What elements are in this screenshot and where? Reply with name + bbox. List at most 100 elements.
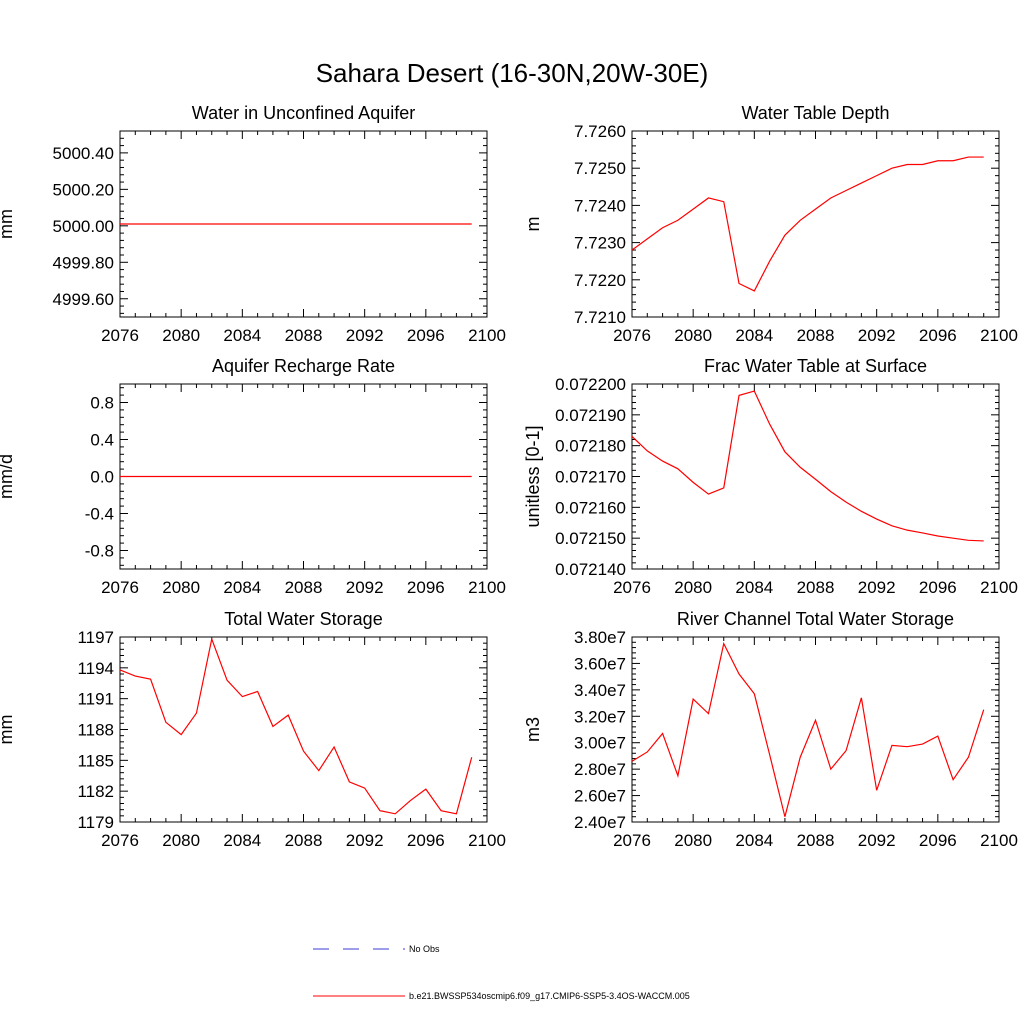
panel-6-ylabel: m3: [523, 717, 543, 742]
panel-1-ytick-label: 5000.40: [53, 144, 114, 163]
panel-2-xtick-label: 2088: [797, 326, 835, 345]
panel-1-xtick-label: 2100: [468, 326, 506, 345]
panel-4-xtick-label: 2084: [735, 578, 773, 597]
panel-1-ylabel: mm: [0, 209, 16, 239]
panel-4-xtick-label: 2096: [919, 578, 957, 597]
panel-6-series-line: [631, 641, 985, 817]
panel-4-xtick-label: 2100: [980, 578, 1018, 597]
legend-model-label: b.e21.BWSSP534oscmip6.f09_g17.CMIP6-SSP5…: [409, 991, 690, 1001]
panel-3-xtick-label: 2088: [285, 578, 323, 597]
panel-1-ytick-label: 5000.20: [53, 180, 114, 199]
panel-4-ytick-label: 0.072140: [555, 560, 626, 579]
panel-5-xtick-label: 2092: [346, 831, 384, 850]
panel-2-y-ticks: [632, 130, 999, 318]
panel-4-ytick-label: 0.072200: [555, 375, 626, 394]
panel-5-ytick-label: 1188: [77, 721, 114, 740]
panel-2-xtick-label: 2100: [980, 326, 1018, 345]
panel-3-ytick-label: 0.0: [90, 468, 114, 487]
panel-3-xtick-label: 2080: [162, 578, 200, 597]
panel-2-x-ticks: [631, 131, 1000, 317]
legend-obs-label: No Obs: [409, 944, 440, 954]
panel-4: Frac Water Table at Surface 2076 2080 2084 2…: [523, 356, 1018, 597]
panel-3-y-ticks: [120, 387, 487, 566]
panel-4-title: Frac Water Table at Surface: [704, 356, 927, 376]
panel-5-ytick-label: 1185: [77, 751, 114, 770]
panel-3-xtick-label: 2076: [101, 578, 139, 597]
panel-5-xtick-label: 2084: [223, 831, 261, 850]
panel-6-xtick-label: 2092: [858, 831, 896, 850]
panel-6-title: River Channel Total Water Storage: [677, 609, 954, 629]
panel-6-xtick-label: 2100: [980, 831, 1018, 850]
panel-6-ytick-label: 3.00e7: [574, 734, 626, 753]
panels: Water in Unconfined Aquifer 2076 2080 2084 2…: [0, 103, 1018, 850]
panel-6-xtick-label: 2080: [674, 831, 712, 850]
panel-1-xtick-label: 2096: [407, 326, 445, 345]
panel-3-ytick-label: -0.8: [85, 542, 114, 561]
panel-2-series-line: [631, 156, 984, 292]
panel-6-ytick-label: 3.20e7: [574, 707, 626, 726]
panel-3-title: Aquifer Recharge Rate: [212, 356, 395, 376]
panel-2-ytick-label: 7.7250: [574, 159, 626, 178]
panel-5-ylabel: mm: [0, 715, 16, 745]
panel-1-ytick-label: 4999.80: [53, 253, 114, 272]
panel-2-ytick-label: 7.7210: [574, 308, 626, 327]
panel-3-xtick-label: 2092: [346, 578, 384, 597]
panel-2: Water Table Depth 2076 2080 2084 2088 2092 209…: [523, 103, 1018, 345]
panel-4-y-ticks: [632, 383, 999, 570]
panel-2-ytick-label: 7.7230: [574, 234, 626, 253]
panel-5-xtick-label: 2100: [468, 831, 506, 850]
panel-6-ytick-label: 3.40e7: [574, 681, 626, 700]
panel-5-series-line: [119, 636, 473, 815]
panel-6-ytick-label: 3.60e7: [574, 654, 626, 673]
panel-5-xtick-label: 2096: [407, 831, 445, 850]
panel-6-ytick-label: 2.40e7: [574, 813, 626, 832]
panel-4-ylabel: unitless [0-1]: [523, 425, 543, 527]
panel-5-ytick-label: 1197: [77, 628, 114, 647]
panel-6-y-ticks: [632, 636, 999, 823]
panel-3-xtick-label: 2100: [468, 578, 506, 597]
panel-4-xtick-label: 2080: [674, 578, 712, 597]
panel-3-xtick-label: 2096: [407, 578, 445, 597]
panel-4-ytick-label: 0.072190: [555, 406, 626, 425]
panel-5-ytick-label: 1182: [77, 782, 114, 801]
panel-5-xtick-label: 2076: [101, 831, 139, 850]
panel-3-x-ticks: [119, 384, 488, 569]
panel-6-xtick-label: 2096: [919, 831, 957, 850]
panel-2-frame: [631, 130, 1000, 318]
panel-5: Total Water Storage 2076 2080 2084 2088 2092 2…: [0, 609, 506, 850]
panel-1-xtick-label: 2080: [162, 326, 200, 345]
panel-4-x-ticks: [631, 384, 1000, 569]
panel-4-ytick-label: 0.072180: [555, 437, 626, 456]
panel-1-y-ticks: [120, 130, 487, 314]
panel-4-ytick-label: 0.072150: [555, 529, 626, 548]
panel-3-ytick-label: 0.4: [90, 431, 114, 450]
panel-1-xtick-label: 2092: [346, 326, 384, 345]
panel-1-xtick-label: 2084: [223, 326, 261, 345]
panel-1-ytick-label: 5000.00: [53, 217, 114, 236]
panel-6-xtick-label: 2084: [735, 831, 773, 850]
panel-5-ytick-label: 1191: [77, 690, 114, 709]
panel-2-title: Water Table Depth: [741, 103, 889, 123]
panel-4-xtick-label: 2076: [613, 578, 651, 597]
panel-1-title: Water in Unconfined Aquifer: [192, 103, 415, 123]
panel-1-x-ticks: [119, 131, 488, 317]
panel-2-ytick-label: 7.7220: [574, 271, 626, 290]
panel-3-xtick-label: 2084: [223, 578, 261, 597]
panel-6-ytick-label: 2.80e7: [574, 760, 626, 779]
panel-2-ytick-label: 7.7260: [574, 122, 626, 141]
panel-2-xtick-label: 2092: [858, 326, 896, 345]
panel-2-xtick-label: 2084: [735, 326, 773, 345]
panel-2-ylabel: m: [523, 217, 543, 232]
panel-3-ytick-label: 0.8: [90, 394, 114, 413]
panel-3-ylabel: mm/d: [0, 454, 16, 499]
panel-5-xtick-label: 2088: [285, 831, 323, 850]
figure-title: Sahara Desert (16-30N,20W-30E): [316, 58, 709, 88]
panel-4-xtick-label: 2088: [797, 578, 835, 597]
panel-6-xtick-label: 2088: [797, 831, 835, 850]
panel-3: Aquifer Recharge Rate 2076 2080 2084 2088 209…: [0, 356, 506, 597]
panel-5-ytick-label: 1194: [77, 659, 114, 678]
panel-2-xtick-label: 2080: [674, 326, 712, 345]
panel-4-ytick-label: 0.072170: [555, 468, 626, 487]
panel-6-x-ticks: [631, 637, 1000, 822]
